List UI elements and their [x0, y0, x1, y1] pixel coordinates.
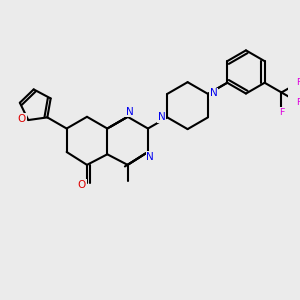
Text: F: F	[296, 78, 300, 87]
Text: F: F	[296, 98, 300, 107]
Text: F: F	[279, 108, 284, 117]
Text: O: O	[18, 114, 26, 124]
Text: N: N	[146, 152, 154, 162]
Text: N: N	[210, 88, 218, 98]
Text: O: O	[78, 180, 86, 190]
Text: N: N	[158, 112, 165, 122]
Text: N: N	[126, 106, 134, 117]
